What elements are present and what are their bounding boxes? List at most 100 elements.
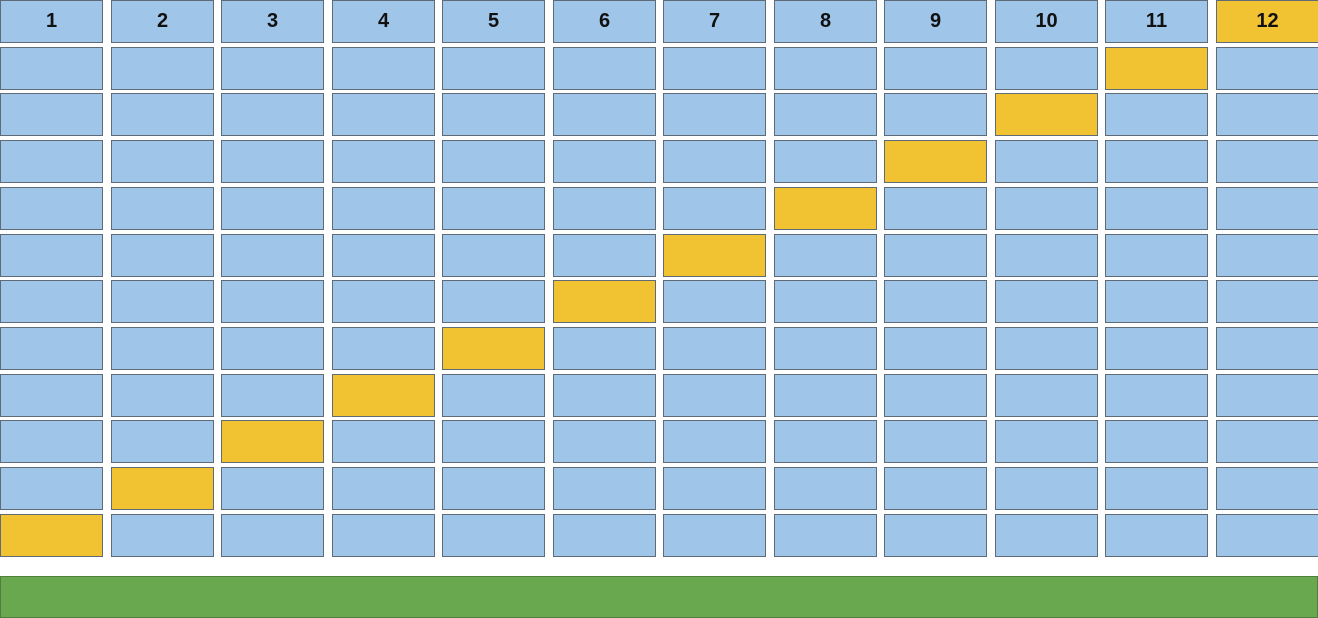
grid-cell-r8-c9 (884, 374, 987, 417)
grid-cell-r6-c2 (111, 280, 214, 323)
grid-cell-r3-c4 (332, 140, 435, 183)
grid-cell-r10-c7 (663, 467, 766, 510)
grid-cell-r3-c11 (1105, 140, 1208, 183)
grid-cell-r11-c10 (995, 514, 1098, 557)
grid-cell-r7-c7 (663, 327, 766, 370)
grid-cell-r1-c6 (553, 47, 656, 90)
grid-cell-r1-c7 (663, 47, 766, 90)
grid-cell-r8-c6 (553, 374, 656, 417)
grid-cell-r9-c11 (1105, 420, 1208, 463)
column-header-7: 7 (663, 0, 766, 43)
grid-cell-r2-c3 (221, 93, 324, 136)
grid-cell-r6-c8 (774, 280, 877, 323)
column-header-11: 11 (1105, 0, 1208, 43)
grid-cell-r1-c1 (0, 47, 103, 90)
grid-cell-r9-c8 (774, 420, 877, 463)
grid-cell-r4-c8 (774, 187, 877, 230)
grid-cell-r6-c3 (221, 280, 324, 323)
grid-cell-r5-c1 (0, 234, 103, 277)
grid-cell-r4-c10 (995, 187, 1098, 230)
grid-cell-r4-c1 (0, 187, 103, 230)
grid-cell-r6-c1 (0, 280, 103, 323)
grid-cell-r11-c7 (663, 514, 766, 557)
grid-cell-r5-c11 (1105, 234, 1208, 277)
grid-cell-r10-c8 (774, 467, 877, 510)
grid-cell-r7-c12 (1216, 327, 1318, 370)
grid-cell-r8-c8 (774, 374, 877, 417)
grid-cell-r1-c9 (884, 47, 987, 90)
grid-cell-r6-c12 (1216, 280, 1318, 323)
grid-cell-r10-c4 (332, 467, 435, 510)
column-header-1: 1 (0, 0, 103, 43)
grid-cell-r7-c1 (0, 327, 103, 370)
cell-grid: 1 2 3 4 5 6 7 8 9 10 11 12 (0, 0, 1318, 557)
grid-cell-r7-c9 (884, 327, 987, 370)
grid-cell-r3-c1 (0, 140, 103, 183)
grid-cell-r5-c3 (221, 234, 324, 277)
grid-cell-r1-c3 (221, 47, 324, 90)
grid-cell-r11-c6 (553, 514, 656, 557)
grid-cell-r8-c5 (442, 374, 545, 417)
grid-cell-r7-c2 (111, 327, 214, 370)
grid-cell-r9-c4 (332, 420, 435, 463)
grid-cell-r6-c10 (995, 280, 1098, 323)
grid-cell-r6-c4 (332, 280, 435, 323)
grid-cell-r6-c7 (663, 280, 766, 323)
grid-cell-r2-c5 (442, 93, 545, 136)
grid-cell-r4-c3 (221, 187, 324, 230)
grid-cell-r6-c5 (442, 280, 545, 323)
grid-cell-r3-c7 (663, 140, 766, 183)
grid-cell-r2-c1 (0, 93, 103, 136)
grid-cell-r2-c6 (553, 93, 656, 136)
grid-cell-r8-c2 (111, 374, 214, 417)
grid-cell-r5-c10 (995, 234, 1098, 277)
grid-cell-r9-c7 (663, 420, 766, 463)
grid-cell-r1-c10 (995, 47, 1098, 90)
grid-cell-r11-c4 (332, 514, 435, 557)
grid-cell-r7-c5 (442, 327, 545, 370)
grid-cell-r10-c2 (111, 467, 214, 510)
column-header-10: 10 (995, 0, 1098, 43)
grid-cell-r3-c8 (774, 140, 877, 183)
grid-cell-r10-c6 (553, 467, 656, 510)
grid-cell-r8-c4 (332, 374, 435, 417)
grid-cell-r2-c12 (1216, 93, 1318, 136)
grid-cell-r7-c10 (995, 327, 1098, 370)
grid-cell-r9-c5 (442, 420, 545, 463)
column-header-8: 8 (774, 0, 877, 43)
grid-cell-r9-c6 (553, 420, 656, 463)
grid-cell-r11-c5 (442, 514, 545, 557)
grid-cell-r4-c4 (332, 187, 435, 230)
grid-cell-r5-c4 (332, 234, 435, 277)
grid-cell-r9-c2 (111, 420, 214, 463)
grid-cell-r10-c10 (995, 467, 1098, 510)
grid-cell-r2-c2 (111, 93, 214, 136)
grid-cell-r5-c8 (774, 234, 877, 277)
grid-cell-r9-c3 (221, 420, 324, 463)
grid-cell-r2-c7 (663, 93, 766, 136)
grid-cell-r8-c11 (1105, 374, 1208, 417)
grid-cell-r11-c8 (774, 514, 877, 557)
column-header-12: 12 (1216, 0, 1318, 43)
grid-cell-r1-c8 (774, 47, 877, 90)
grid-cell-r10-c1 (0, 467, 103, 510)
grid-cell-r9-c10 (995, 420, 1098, 463)
grid-cell-r6-c6 (553, 280, 656, 323)
grid-cell-r1-c4 (332, 47, 435, 90)
grid-cell-r8-c1 (0, 374, 103, 417)
column-header-4: 4 (332, 0, 435, 43)
grid-cell-r10-c9 (884, 467, 987, 510)
grid-cell-r8-c3 (221, 374, 324, 417)
grid-cell-r5-c5 (442, 234, 545, 277)
grid-cell-r4-c11 (1105, 187, 1208, 230)
grid-cell-r11-c9 (884, 514, 987, 557)
grid-cell-r10-c5 (442, 467, 545, 510)
column-header-2: 2 (111, 0, 214, 43)
grid-cell-r5-c9 (884, 234, 987, 277)
base-bar (0, 576, 1318, 618)
grid-cell-r6-c11 (1105, 280, 1208, 323)
grid-cell-r2-c11 (1105, 93, 1208, 136)
grid-cell-r3-c3 (221, 140, 324, 183)
grid-cell-r2-c9 (884, 93, 987, 136)
grid-cell-r4-c7 (663, 187, 766, 230)
